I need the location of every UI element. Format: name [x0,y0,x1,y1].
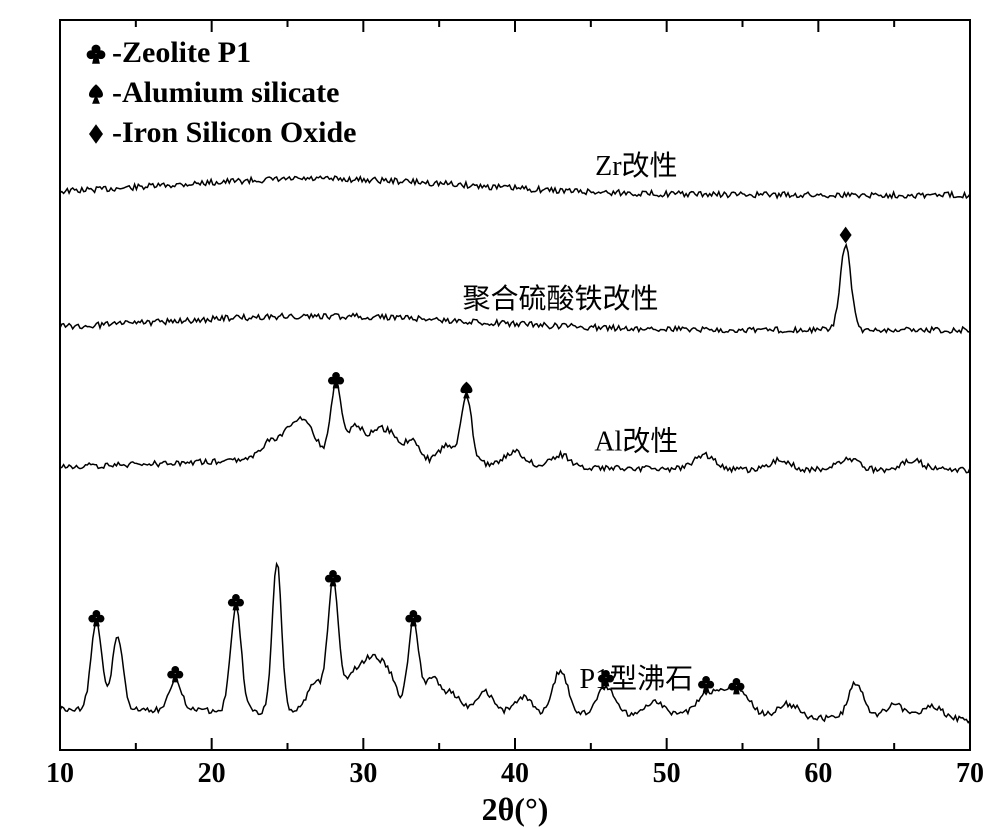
diamond-icon [89,124,103,144]
spade-icon [89,84,103,104]
x-tick-label: 30 [349,758,377,789]
club-icon [88,610,104,626]
club-icon [328,372,344,388]
club-icon [167,666,183,682]
legend-text: -Alumium silicate [112,76,339,109]
diamond-icon [840,227,852,244]
series-label-zr: Zr改性 [595,150,677,182]
spectrum-zr [60,176,970,198]
legend-text: -Iron Silicon Oxide [112,116,356,149]
club-icon [698,676,714,692]
club-icon [325,570,341,586]
x-tick-label: 10 [46,758,74,789]
x-axis-label: 2θ(°) [482,791,549,827]
x-tick-label: 70 [956,758,984,789]
spade-icon [460,382,472,399]
club-icon [228,594,244,610]
x-tick-label: 60 [804,758,832,789]
x-tick-label: 50 [653,758,681,789]
x-tick-label: 20 [198,758,226,789]
club-icon [405,610,421,626]
spectrum-al [60,379,970,473]
series-label-p1: P1型沸石 [580,663,694,695]
chart-svg: 10 20 30 40 50 60 70 2θ(°) -Zeolite P1 -Alumium s… [0,0,1000,828]
legend-text: -Zeolite P1 [112,36,251,69]
x-tick-label: 40 [501,758,529,789]
club-icon [87,45,106,64]
legend: -Zeolite P1 -Alumium silicate -Iron Silico… [87,36,357,149]
series-label-pfs: 聚合硫酸铁改性 [462,283,658,315]
spectrum-p1 [60,564,970,723]
series-label-al: Al改性 [594,425,678,457]
xrd-chart: 10 20 30 40 50 60 70 2θ(°) -Zeolite P1 -Alumium s… [0,0,1000,828]
